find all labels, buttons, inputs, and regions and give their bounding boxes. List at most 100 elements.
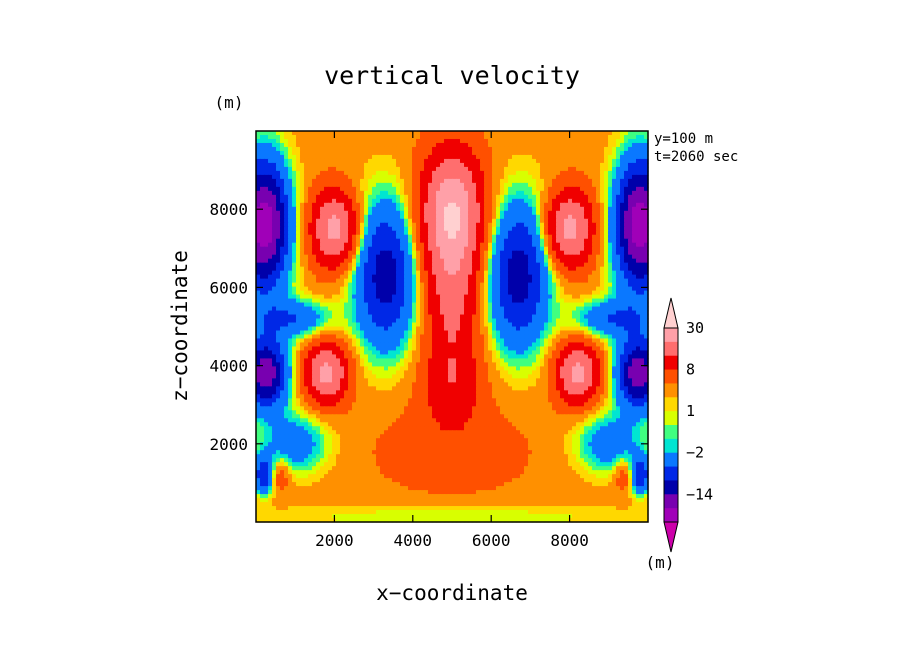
contour-cell — [416, 162, 421, 168]
contour-cell — [532, 246, 537, 252]
contour-cell — [564, 270, 569, 276]
contour-cell — [460, 254, 465, 260]
contour-cell — [380, 206, 385, 212]
contour-cell — [376, 150, 381, 156]
contour-cell — [476, 270, 481, 276]
contour-cell — [268, 154, 273, 160]
contour-cell — [616, 286, 621, 292]
contour-cell — [448, 178, 453, 184]
contour-cell — [428, 194, 433, 200]
contour-cell — [328, 330, 333, 336]
contour-cell — [272, 254, 277, 260]
contour-cell — [304, 150, 309, 156]
contour-cell — [576, 310, 581, 316]
contour-cell — [368, 194, 373, 200]
contour-cell — [592, 170, 597, 176]
contour-cell — [460, 322, 465, 328]
contour-cell — [272, 306, 277, 312]
contour-cell — [280, 238, 285, 244]
contour-cell — [568, 138, 573, 144]
contour-cell — [512, 182, 517, 188]
contour-cell — [616, 330, 621, 336]
contour-cell — [576, 131, 581, 136]
contour-cell — [356, 138, 361, 144]
contour-cell — [620, 202, 625, 208]
contour-cell — [436, 326, 441, 332]
contour-cell — [524, 306, 529, 312]
contour-cell — [320, 194, 325, 200]
contour-cell — [432, 306, 437, 312]
contour-cell — [264, 322, 269, 328]
contour-cell — [432, 254, 437, 260]
contour-cell — [472, 250, 477, 256]
contour-cell — [284, 326, 289, 332]
contour-cell — [424, 306, 429, 312]
contour-cell — [352, 238, 357, 244]
contour-cell — [504, 318, 509, 324]
contour-cell — [624, 198, 629, 204]
contour-cell — [540, 242, 545, 248]
contour-cell — [508, 254, 513, 260]
contour-cell — [624, 234, 629, 240]
contour-cell — [360, 238, 365, 244]
contour-cell — [536, 150, 541, 156]
contour-cell — [396, 166, 401, 172]
contour-cell — [528, 146, 533, 152]
contour-cell — [376, 298, 381, 304]
contour-cell — [440, 206, 445, 212]
contour-cell — [636, 194, 641, 200]
contour-cell — [632, 210, 637, 216]
contour-cell — [488, 234, 493, 240]
contour-cell — [528, 166, 533, 172]
contour-cell — [604, 318, 609, 324]
contour-cell — [256, 198, 261, 204]
contour-cell — [260, 302, 265, 308]
contour-cell — [600, 278, 605, 284]
contour-cell — [320, 262, 325, 268]
contour-cell — [268, 206, 273, 212]
contour-cell — [360, 294, 365, 300]
contour-cell — [484, 274, 489, 280]
contour-cell — [452, 318, 457, 324]
contour-cell — [416, 146, 421, 152]
contour-cell — [564, 158, 569, 164]
contour-cell — [580, 266, 585, 272]
contour-cell — [632, 158, 637, 164]
contour-cell — [396, 254, 401, 260]
contour-cell — [500, 302, 505, 308]
contour-cell — [384, 190, 389, 196]
contour-cell — [336, 202, 341, 208]
contour-cell — [544, 158, 549, 164]
contour-cell — [516, 194, 521, 200]
contour-cell — [500, 210, 505, 216]
contour-cell — [544, 266, 549, 272]
contour-cell — [380, 170, 385, 176]
contour-cell — [328, 214, 333, 220]
contour-cell — [472, 306, 477, 312]
contour-cell — [512, 278, 517, 284]
contour-cell — [632, 218, 637, 224]
contour-cell — [428, 306, 433, 312]
contour-cell — [448, 174, 453, 180]
contour-cell — [448, 290, 453, 296]
contour-cell — [512, 246, 517, 252]
contour-cell — [528, 302, 533, 308]
contour-cell — [496, 274, 501, 280]
contour-cell — [308, 318, 313, 324]
contour-cell — [552, 206, 557, 212]
contour-cell — [336, 214, 341, 220]
contour-cell — [468, 274, 473, 280]
contour-cell — [520, 182, 525, 188]
contour-cell — [508, 210, 513, 216]
contour-cell — [340, 154, 345, 160]
contour-cell — [296, 294, 301, 300]
contour-cell — [308, 150, 313, 156]
contour-cell — [484, 131, 489, 136]
contour-cell — [448, 170, 453, 176]
contour-cell — [404, 302, 409, 308]
contour-cell — [596, 330, 601, 336]
contour-cell — [392, 178, 397, 184]
contour-cell — [320, 282, 325, 288]
contour-cell — [424, 290, 429, 296]
contour-cell — [616, 326, 621, 332]
